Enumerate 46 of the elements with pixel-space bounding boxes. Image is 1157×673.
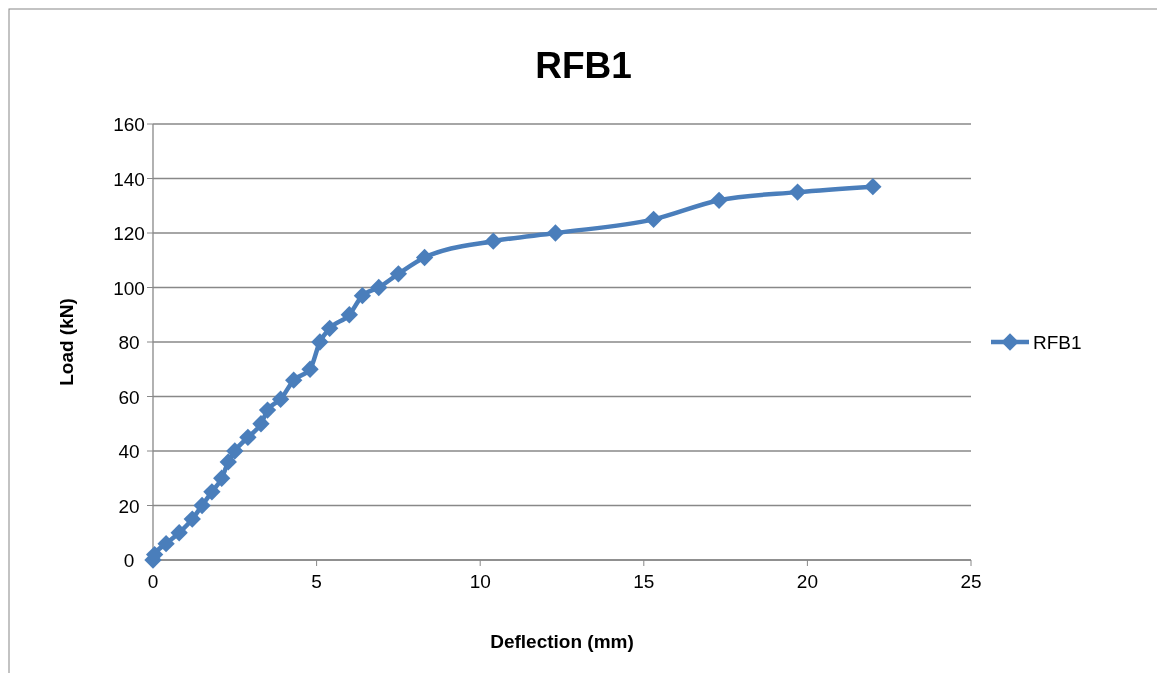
x-tick-label: 20: [796, 571, 818, 592]
point: [710, 191, 728, 209]
legend-label: RFB1: [1033, 332, 1082, 353]
y-axis-title: Load (kN): [56, 298, 77, 386]
y-tick-label: 40: [118, 441, 140, 462]
y-tick-label: 100: [113, 277, 145, 299]
y-tick-label: 20: [118, 495, 140, 517]
point: [226, 442, 244, 460]
point: [203, 483, 221, 501]
x-tick-label: 0: [147, 571, 159, 592]
x-axis-title: Deflection (mm): [490, 631, 634, 652]
x-tick-label: 5: [311, 571, 322, 592]
point: [546, 224, 565, 242]
x-tick-label: 10: [469, 571, 491, 592]
point: [389, 265, 408, 283]
x-tick-label: 15: [633, 571, 655, 592]
point: [213, 469, 231, 487]
chart-title: RFB1: [535, 45, 632, 86]
point: [170, 524, 188, 542]
point: [353, 287, 372, 305]
point: [285, 371, 303, 389]
point: [864, 178, 882, 196]
point: [340, 306, 358, 324]
y-tick-label: 160: [113, 114, 145, 135]
point: [219, 453, 237, 471]
y-tick-label: 140: [113, 168, 145, 190]
point: [301, 360, 319, 378]
y-tick-label: 120: [113, 223, 145, 244]
x-tick-label: 25: [960, 571, 982, 592]
y-tick-label: 0: [123, 550, 135, 571]
point: [271, 390, 290, 408]
point: [258, 401, 277, 419]
point: [183, 510, 201, 528]
y-tick-label: 80: [118, 332, 140, 353]
point: [157, 534, 175, 553]
point: [370, 278, 388, 297]
point: [788, 183, 807, 201]
point: [239, 428, 257, 447]
point: [252, 415, 270, 433]
point: [415, 248, 434, 267]
point: [193, 496, 211, 515]
point: [484, 232, 502, 250]
point: [311, 333, 329, 351]
point: [321, 319, 339, 338]
y-tick-label: 60: [118, 386, 140, 408]
point: [644, 210, 663, 229]
